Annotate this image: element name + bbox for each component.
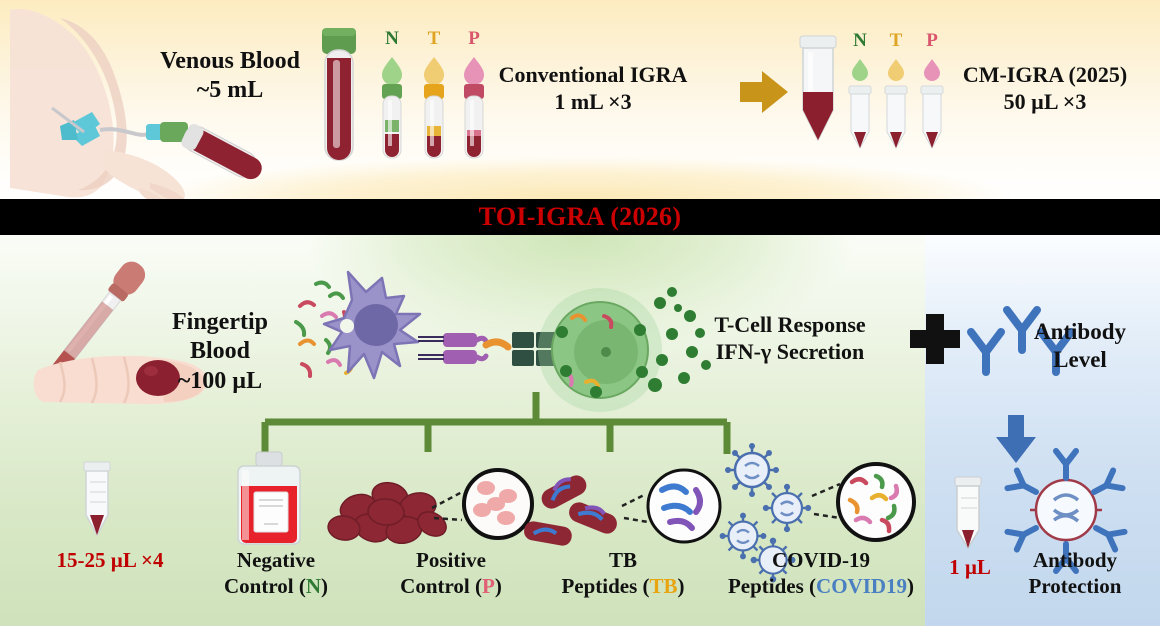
top-panel-glow (150, 157, 1010, 199)
caption-tcell-response: T-Cell Response IFN-γ Secretion (680, 312, 900, 366)
label-positive-control-line2: Control (P) (366, 574, 536, 600)
tube-marker-t-1: T (427, 28, 441, 49)
label-pos-pre: Control ( (400, 573, 483, 598)
label-neg-pre: Control ( (223, 573, 306, 598)
label-positive-control-line1: Positive (416, 548, 486, 572)
tag-n: N (305, 573, 322, 598)
caption-venous-blood-line2: ~5 mL (196, 77, 264, 104)
label-negative-control-line2: Control (N) (186, 574, 366, 600)
caption-cm-igra: CM-IGRA (2025) 50 µL ×3 (930, 62, 1160, 116)
label-cov-pre: Peptides ( (727, 573, 817, 598)
label-covid-peptides-line1: COVID-19 (772, 548, 870, 572)
caption-antibody-level-line1: Antibody (1033, 319, 1127, 344)
caption-conventional-igra-line1: Conventional IGRA (498, 62, 688, 87)
antibody-subpanel (925, 235, 1160, 626)
label-tb-pre: Peptides ( (561, 573, 650, 598)
banner-title: TOI-IGRA (2026) (478, 202, 682, 231)
banner-bar: TOI-IGRA (2026) (0, 199, 1160, 235)
label-pos-post: ) (494, 573, 502, 598)
caption-antibody-level: Antibody Level (1010, 318, 1150, 374)
label-negative-control-line1: Negative (236, 548, 316, 572)
caption-tcell-response-line1: T-Cell Response (714, 312, 866, 337)
tag-covid19: COVID19 (816, 573, 908, 598)
label-tb-peptides-line1: TB (608, 548, 637, 572)
caption-fingertip-blood-line2: Blood (189, 338, 251, 365)
label-tb-peptides: TB Peptides (TB) (528, 548, 718, 599)
caption-tcell-response-line2: IFN-γ Secretion (715, 338, 865, 364)
caption-conventional-igra: Conventional IGRA 1 mL ×3 (468, 62, 718, 116)
label-neg-post: ) (321, 573, 329, 598)
tag-tb: TB (649, 573, 678, 598)
tube-marker-p-1: P (468, 28, 480, 49)
tube-marker-p-2: P (926, 30, 938, 51)
caption-antibody-level-line2: Level (1053, 347, 1107, 373)
label-antibody-protection: Antibody Protection (1000, 548, 1150, 599)
label-antibody-protection-line1: Antibody (1032, 548, 1118, 572)
caption-fingertip-blood: Fingertip Blood ~100 µL (140, 308, 300, 396)
tag-p: P (482, 573, 495, 598)
caption-conventional-igra-line2: 1 mL ×3 (554, 88, 632, 114)
label-tb-post: ) (677, 573, 685, 598)
caption-fingertip-blood-line3: ~100 µL (177, 367, 263, 394)
caption-venous-blood-line1: Venous Blood (160, 48, 300, 74)
label-antibody-protection-line2: Protection (1028, 573, 1122, 598)
tube-marker-t-2: T (889, 30, 903, 51)
tube-marker-n-2: N (853, 30, 867, 51)
label-negative-control: Negative Control (N) (186, 548, 366, 599)
caption-cm-igra-line2: 50 µL ×3 (1003, 88, 1087, 114)
caption-fingertip-blood-line1: Fingertip (172, 309, 268, 335)
label-antibody-volume: 1 µL (949, 555, 991, 579)
label-cov-post: ) (907, 573, 915, 598)
label-tb-peptides-line2: Peptides (TB) (528, 574, 718, 600)
caption-venous-blood: Venous Blood ~5 mL (110, 47, 350, 106)
label-covid-peptides-line2: Peptides (COVID19) (706, 574, 936, 600)
caption-cm-igra-line1: CM-IGRA (2025) (962, 62, 1128, 87)
label-covid-peptides: COVID-19 Peptides (COVID19) (706, 548, 936, 599)
tube-marker-n-1: N (385, 28, 399, 49)
label-sample-volume: 15-25 µL ×4 (56, 548, 164, 572)
label-positive-control: Positive Control (P) (366, 548, 536, 599)
